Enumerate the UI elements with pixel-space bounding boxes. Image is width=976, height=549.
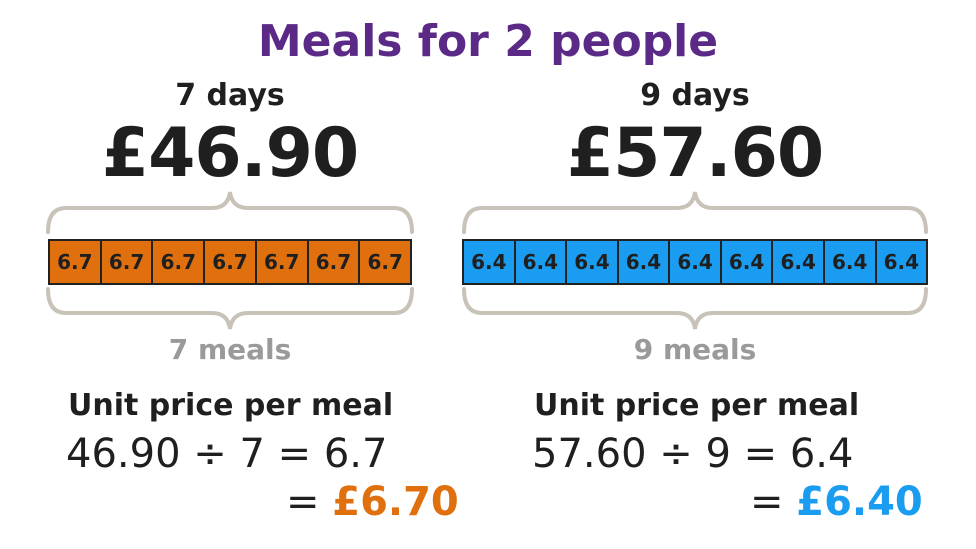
left-panel: 7 days £46.90 6.7 6.7 6.7 6.7 6.7 6.7 6.7 7 me… (0, 0, 470, 549)
right-meal-cell: 6.4 (773, 241, 825, 283)
right-meal-cell: 6.4 (722, 241, 774, 283)
right-meal-strip: 6.4 6.4 6.4 6.4 6.4 6.4 6.4 6.4 6.4 (462, 239, 928, 285)
left-meal-cell: 6.7 (257, 241, 309, 283)
right-panel: 9 days £57.60 6.4 6.4 6.4 6.4 6.4 6.4 6.4 6.4 6.… (460, 0, 976, 549)
right-days-label: 9 days (640, 78, 750, 113)
right-meal-cell: 6.4 (464, 241, 516, 283)
right-meal-cell: 6.4 (883, 250, 919, 274)
left-equals-sign: = (286, 479, 320, 525)
right-meal-cell: 6.4 (619, 241, 671, 283)
right-meal-cell: 6.4 (825, 241, 877, 283)
left-result: = £6.70 (286, 474, 459, 530)
right-equals-sign: = (750, 479, 784, 525)
page-title: Meals for 2 people (257, 16, 719, 67)
left-meal-cell: 6.7 (205, 241, 257, 283)
left-total-price: £46.90 (101, 114, 359, 193)
right-result-amount: £6.40 (796, 479, 923, 525)
right-bottom-brace (462, 287, 928, 330)
left-meal-cell: 6.7 (102, 241, 154, 283)
right-result: = £6.40 (750, 474, 923, 530)
left-meal-cell: 6.7 (50, 241, 102, 283)
left-bottom-brace (46, 287, 414, 330)
left-unit-price-label: Unit price per meal (68, 388, 394, 423)
right-calculation: 57.60 ÷ 9 = 6.4 (532, 431, 854, 477)
left-meal-strip: 6.7 6.7 6.7 6.7 6.7 6.7 6.7 (48, 239, 412, 285)
left-top-brace (46, 191, 414, 234)
left-meals-label: 7 meals (168, 333, 292, 366)
left-result-amount: £6.70 (332, 479, 459, 525)
right-unit-price-label: Unit price per meal (534, 388, 860, 423)
right-total-price: £57.60 (566, 114, 824, 193)
left-days-label: 7 days (175, 78, 285, 113)
left-meal-cell: 6.7 (309, 241, 361, 283)
right-meal-cell: 6.4 (516, 241, 568, 283)
right-meal-cell: 6.4 (567, 241, 619, 283)
left-calculation: 46.90 ÷ 7 = 6.7 (66, 431, 388, 477)
right-top-brace (462, 191, 928, 234)
left-meal-cell: 6.7 (153, 241, 206, 283)
right-meal-cell: 6.4 (670, 241, 722, 283)
right-meals-label: 9 meals (633, 333, 757, 366)
left-meal-cell: 6.7 (367, 250, 403, 274)
